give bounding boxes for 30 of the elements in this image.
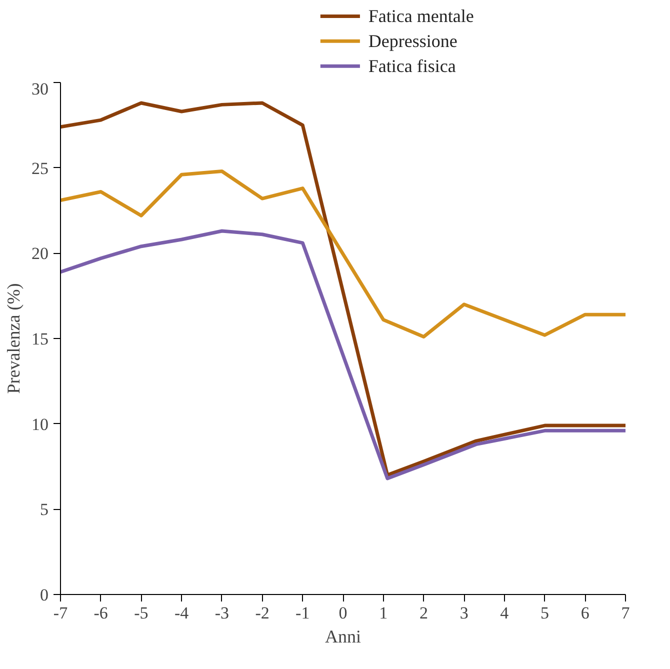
x-tick-label: -6 [94, 604, 108, 622]
y-tick-label: 25 [32, 158, 48, 178]
y-tick-label: 0 [40, 586, 48, 604]
x-tick-label: -4 [174, 604, 190, 622]
x-tick-label: 4 [500, 604, 510, 622]
x-tick-label: 2 [419, 604, 428, 622]
legend-label: Fatica fisica [368, 56, 456, 76]
x-tick-label: 5 [540, 604, 550, 622]
y-tick-label: 15 [32, 330, 48, 348]
x-axis-title: Anni [325, 626, 361, 646]
x-tick-label: 0 [338, 604, 348, 622]
line-series [60, 101, 626, 477]
legend-label: Depressione [368, 31, 458, 52]
y-tick-label: 5 [40, 500, 48, 520]
y-tick-label: 10 [32, 414, 48, 434]
y-tick-label: 20 [32, 244, 48, 264]
legend-label: Fatica mentale [368, 6, 474, 26]
line-series [60, 169, 626, 339]
x-tick-label: 7 [621, 604, 630, 622]
x-tick-label: 6 [580, 604, 590, 622]
x-tick-label: 3 [460, 604, 468, 622]
x-tick-label: -1 [296, 604, 310, 622]
x-tick-label: -7 [53, 604, 68, 622]
x-tick-label: -3 [214, 604, 230, 622]
x-tick-label: -5 [134, 604, 148, 622]
y-tick-label: 30 [32, 80, 48, 98]
y-axis-title: Prevalenza (%) [4, 283, 24, 394]
x-tick-label: 1 [379, 604, 388, 622]
x-tick-label: -2 [255, 604, 270, 622]
line-series [60, 229, 626, 480]
